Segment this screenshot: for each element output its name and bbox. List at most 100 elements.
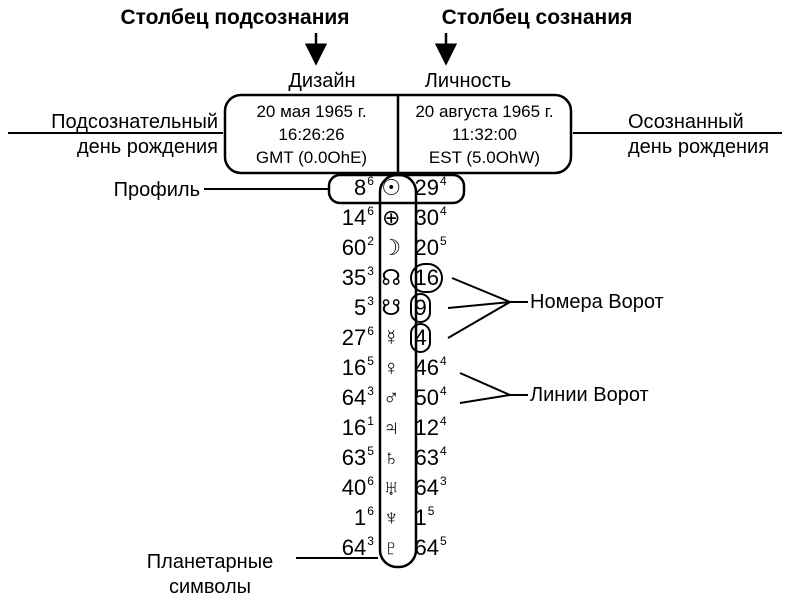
design-cell: 276 [324, 325, 374, 351]
personality-line: 4 [440, 444, 447, 458]
label-planetary-symbols-l1: Планетарные [147, 551, 273, 573]
design-cell: 643 [324, 535, 374, 561]
diagram-root: Столбец подсознания Столбец сознания Диз… [0, 0, 790, 611]
personality-cell: 294 [408, 175, 474, 201]
table-row: 635♄634 [324, 443, 474, 473]
design-line: 5 [367, 444, 374, 458]
personality-cell: 645 [408, 535, 474, 561]
table-row: 602☽205 [324, 233, 474, 263]
planet-glyph: ☽ [374, 235, 409, 261]
design-line: 1 [367, 414, 374, 428]
label-gate-lines: Линии Ворот [530, 383, 649, 408]
design-cell: 643 [324, 385, 374, 411]
birth-design-box: 20 мая 1965 г. 16:26:26 GMT (0.0OhE) [225, 95, 398, 173]
design-gate: 40 [342, 475, 366, 501]
design-cell: 161 [324, 415, 374, 441]
planet-glyph: ♄ [374, 445, 409, 471]
table-row: 161♃124 [324, 413, 474, 443]
design-cell: 165 [324, 355, 374, 381]
design-line: 3 [367, 294, 374, 308]
personality-gate: 64 [414, 535, 438, 561]
design-line: 3 [367, 384, 374, 398]
design-line: 6 [367, 204, 374, 218]
birth-personality-date: 20 августа 1965 г. [398, 101, 571, 124]
personality-cell: 16 [408, 265, 474, 291]
design-line: 6 [367, 474, 374, 488]
personality-cell: 504 [408, 385, 474, 411]
personality-gate: 64 [414, 475, 438, 501]
design-gate: 64 [342, 385, 366, 411]
personality-gate: 30 [414, 205, 438, 231]
birth-personality-time: 11:32:00 [398, 124, 571, 147]
table-row: 643♂504 [324, 383, 474, 413]
design-line: 6 [367, 174, 374, 188]
label-conscious-birthday: Осознанный день рождения [628, 110, 769, 160]
personality-cell: 9 [408, 295, 474, 321]
design-cell: 146 [324, 205, 374, 231]
planet-glyph: ☿ [374, 325, 409, 351]
planet-glyph: ☋ [374, 295, 409, 321]
table-row: 16♆ 1 5 [324, 503, 474, 533]
personality-gate: 29 [414, 175, 438, 201]
label-subconscious-birthday-l2: день рождения [77, 136, 218, 158]
personality-gate: 12 [414, 415, 438, 441]
personality-cell: 464 [408, 355, 474, 381]
personality-line: 4 [440, 204, 447, 218]
birth-info-wrap: 20 мая 1965 г. 16:26:26 GMT (0.0OhE) 20 … [225, 95, 571, 173]
personality-gate: 50 [414, 385, 438, 411]
planet-glyph: ♀ [374, 355, 409, 381]
personality-cell: 205 [408, 235, 474, 261]
table-row: 353☊16 [324, 263, 474, 293]
table-row: 53☋9 [324, 293, 474, 323]
design-gate: 16 [342, 355, 366, 381]
design-cell: 16 [324, 505, 374, 531]
design-gate: 27 [342, 325, 366, 351]
subheader-personality: Личность [408, 70, 528, 93]
planet-glyph: ♇ [374, 535, 409, 561]
personality-cell: 304 [408, 205, 474, 231]
design-cell: 635 [324, 445, 374, 471]
subheader-design: Дизайн [262, 70, 382, 93]
table-row: 643♇645 [324, 533, 474, 563]
table-row: 146⊕304 [324, 203, 474, 233]
personality-gate: 4 [414, 325, 426, 351]
label-subconscious-birthday: Подсознательный день рождения [8, 110, 218, 160]
design-cell: 53 [324, 295, 374, 321]
planet-glyph: ♃ [374, 415, 409, 441]
design-cell: 406 [324, 475, 374, 501]
birth-design-time: 16:26:26 [225, 124, 398, 147]
design-gate: 16 [342, 415, 366, 441]
birth-personality-box: 20 августа 1965 г. 11:32:00 EST (5.0OhW) [398, 95, 571, 173]
design-gate: 63 [342, 445, 366, 471]
label-conscious-birthday-l1: Осознанный [628, 111, 744, 133]
activation-table: 86☉294146⊕304602☽205353☊1653☋9276☿4165♀4… [324, 173, 474, 563]
design-cell: 86 [324, 175, 374, 201]
label-gate-numbers: Номера Ворот [530, 290, 664, 315]
personality-cell: 4 [408, 325, 474, 351]
personality-gate: 20 [414, 235, 438, 261]
table-row: 165♀464 [324, 353, 474, 383]
design-gate: 35 [342, 265, 366, 291]
design-cell: 602 [324, 235, 374, 261]
design-gate: 14 [342, 205, 366, 231]
planet-glyph: ♆ [374, 505, 409, 531]
planet-glyph: ⊕ [374, 205, 409, 231]
personality-line: 5 [440, 234, 447, 248]
personality-line: 4 [440, 174, 447, 188]
personality-line: 5 [428, 504, 435, 518]
design-gate: 8 [354, 175, 366, 201]
personality-gate: 16 [414, 265, 438, 291]
personality-gate: 46 [414, 355, 438, 381]
design-gate: 1 [354, 505, 366, 531]
personality-line: 3 [440, 474, 447, 488]
label-subconscious-birthday-l1: Подсознательный [51, 111, 218, 133]
design-gate: 64 [342, 535, 366, 561]
personality-line: 4 [440, 354, 447, 368]
personality-cell: 634 [408, 445, 474, 471]
personality-line: 4 [440, 384, 447, 398]
birth-design-date: 20 мая 1965 г. [225, 101, 398, 124]
design-cell: 353 [324, 265, 374, 291]
table-row: 276☿4 [324, 323, 474, 353]
label-conscious-birthday-l2: день рождения [628, 136, 769, 158]
header-conscious-col: Столбец сознания [412, 6, 662, 30]
